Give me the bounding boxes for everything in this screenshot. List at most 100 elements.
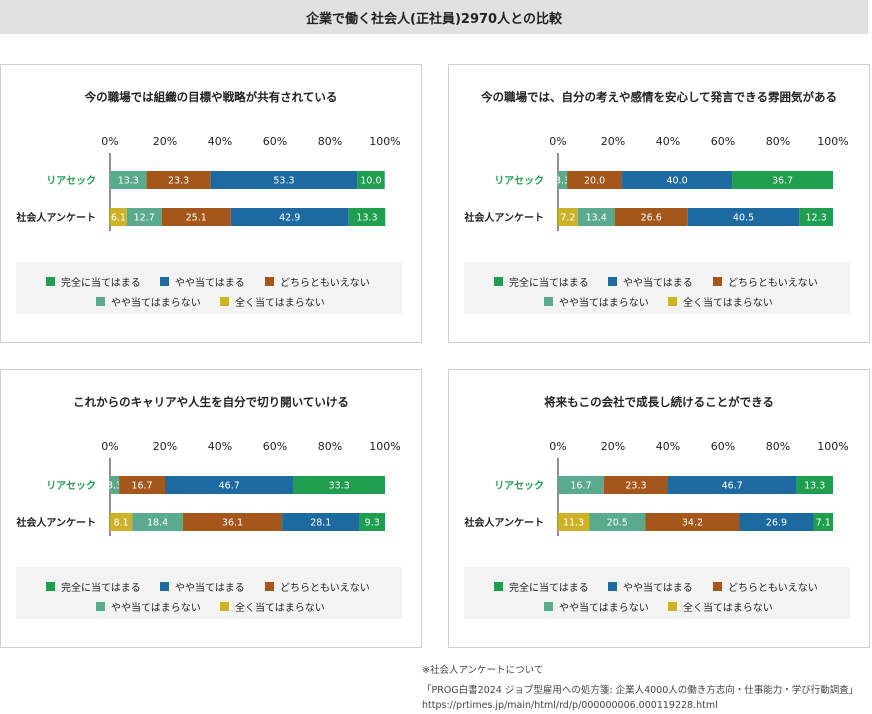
data-label: 20.5	[607, 518, 628, 529]
data-label: 3.3	[107, 481, 122, 492]
legend-label: 全く当てはまらない	[235, 298, 325, 309]
row-label: リアセック	[494, 175, 544, 187]
bar-segment	[126, 208, 162, 226]
chart-panel-2: 今の職場では、自分の考えや感情を安心して発言できる雰囲気がある 0% 20% 40% 6…	[448, 64, 870, 343]
x-tick-label: 100%	[817, 440, 848, 453]
data-label: 26.6	[641, 213, 662, 224]
x-tick-label: 60%	[711, 135, 735, 148]
x-tick-label: 80%	[318, 135, 342, 148]
data-label: 8.1	[114, 518, 129, 529]
bar-segment	[132, 513, 183, 531]
bar-segment	[645, 513, 740, 531]
data-label: 23.3	[168, 176, 189, 187]
legend-item: やや当てはまらない	[544, 294, 649, 309]
data-label: 3.3	[555, 176, 570, 187]
bar-segment	[110, 171, 147, 189]
legend-label: 完全に当てはまる	[509, 583, 589, 594]
legend-item: どちらともいえない	[265, 274, 370, 289]
chart-title: 今の職場では組織の目標や戦略が共有されている	[84, 90, 338, 104]
legend-swatch	[608, 277, 617, 286]
row-label: リアセック	[494, 480, 544, 492]
row-label: 社会人アンケート	[463, 516, 544, 529]
legend-swatch	[713, 582, 722, 591]
bar-segment	[813, 513, 833, 531]
legend-label: やや当てはまる	[175, 278, 245, 289]
legend-item: やや当てはまる	[160, 579, 245, 594]
legend-label: 全く当てはまらない	[235, 603, 325, 614]
legend-swatch	[544, 297, 553, 306]
legend-item: 完全に当てはまる	[494, 274, 589, 289]
legend-item: やや当てはまる	[608, 274, 693, 289]
data-label: 16.7	[131, 481, 152, 492]
data-label: 6.1	[111, 213, 126, 224]
legend-swatch	[265, 582, 274, 591]
legend-item: 全く当てはまらない	[668, 294, 773, 309]
chart-panel-1: 今の職場では組織の目標や戦略が共有されている 0% 20% 40% 60% 80% 100%…	[0, 64, 422, 343]
bar-segment	[799, 208, 833, 226]
legend-swatch	[668, 602, 677, 611]
bar-segment	[110, 476, 120, 494]
legend-label: やや当てはまる	[623, 583, 693, 594]
data-label: 33.3	[329, 481, 350, 492]
data-label: 40.0	[666, 176, 687, 187]
page-title: 企業で働く社会人(正社員)2970人との比較	[306, 11, 562, 27]
legend-item: やや当てはまる	[608, 579, 693, 594]
legend-label: やや当てはまる	[175, 583, 245, 594]
data-label: 25.1	[186, 213, 207, 224]
data-label: 26.9	[766, 518, 787, 529]
data-label: 11.3	[563, 518, 584, 529]
bar-segment	[182, 513, 283, 531]
x-tick-label: 40%	[656, 135, 680, 148]
legend-item: 完全に当てはまる	[46, 579, 141, 594]
legend-item: やや当てはまらない	[544, 599, 649, 614]
bar-segment	[558, 171, 568, 189]
legend-item: やや当てはまる	[160, 274, 245, 289]
chart-panel-3: これからのキャリアや人生を自分で切り開いていける 0% 20% 40% 60% 80% 10…	[0, 369, 422, 648]
bar-segment	[558, 476, 604, 494]
data-label: 7.2	[560, 213, 575, 224]
x-tick-label: 0%	[549, 135, 566, 148]
legend-item: どちらともいえない	[713, 274, 818, 289]
data-label: 40.5	[733, 213, 754, 224]
row-label: 社会人アンケート	[15, 211, 96, 224]
bar-segment	[567, 171, 623, 189]
row-label: 社会人アンケート	[463, 211, 544, 224]
legend-swatch	[494, 277, 503, 286]
chart-legend: 完全に当てはまる やや当てはまる どちらともいえない やや当てはまらない 全く当てはまら…	[464, 567, 850, 619]
legend-label: やや当てはまらない	[111, 603, 201, 614]
bar-segment	[146, 171, 211, 189]
bar-segment	[357, 171, 385, 189]
legend-swatch	[544, 602, 553, 611]
footnote-heading: ※社会人アンケートについて	[422, 665, 544, 676]
legend-swatch	[96, 297, 105, 306]
bar-segment	[732, 171, 833, 189]
x-tick-label: 100%	[369, 440, 400, 453]
x-tick-label: 100%	[369, 135, 400, 148]
bar-segment	[230, 208, 349, 226]
chart-title: 今の職場では、自分の考えや感情を安心して発言できる雰囲気がある	[481, 90, 837, 104]
x-tick-label: 0%	[101, 440, 118, 453]
data-label: 12.3	[806, 213, 827, 224]
x-tick-label: 60%	[711, 440, 735, 453]
legend-label: 全く当てはまらない	[683, 298, 773, 309]
x-tick-label: 20%	[601, 440, 625, 453]
legend-swatch	[160, 277, 169, 286]
stacked-bar-chart: 0% 20% 40% 60% 80% 100% リアセック 3.3 16.7 46.7 33.3 社会…	[15, 440, 401, 536]
bar-segment	[577, 208, 615, 226]
legend-item: やや当てはまらない	[96, 599, 201, 614]
x-tick-label: 60%	[263, 135, 287, 148]
bar-segment	[603, 476, 668, 494]
data-label: 28.1	[310, 518, 331, 529]
legend-label: 完全に当てはまる	[61, 583, 141, 594]
legend-swatch	[220, 297, 229, 306]
chart-legend: 完全に当てはまる やや当てはまる どちらともいえない やや当てはまらない 全く当てはまら…	[16, 567, 402, 619]
data-label: 13.3	[356, 213, 377, 224]
bar-segment	[739, 513, 814, 531]
data-label: 46.7	[722, 481, 743, 492]
chart-title: 将来もこの会社で成長し続けることができる	[544, 395, 774, 409]
legend-item: どちらともいえない	[713, 579, 818, 594]
legend-label: やや当てはまらない	[559, 603, 649, 614]
data-label: 16.7	[570, 481, 591, 492]
data-label: 13.3	[804, 481, 825, 492]
x-tick-label: 0%	[101, 135, 118, 148]
